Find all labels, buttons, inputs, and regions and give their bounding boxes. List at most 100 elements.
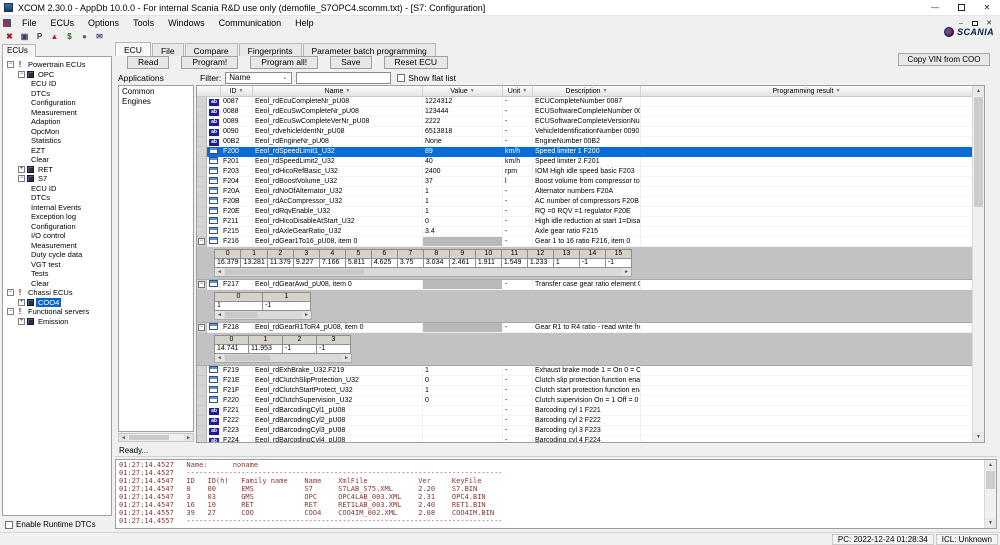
tree-item-ecu-id[interactable]: ECU ID: [3, 184, 111, 194]
tree-item-s7[interactable]: − S7: [3, 174, 111, 184]
subtable-value-cell[interactable]: 9.227: [292, 258, 320, 268]
subtable-value-cell[interactable]: 1: [552, 258, 580, 268]
app-list-item-engines[interactable]: Engines: [122, 97, 151, 106]
table-row[interactable]: F204 Eeol_rdBoostVolume_U32 37 l Boost volum…: [197, 177, 972, 187]
minimize-button[interactable]: —: [931, 3, 939, 12]
tree-item-ezt[interactable]: EZT: [3, 146, 111, 156]
mdi-close-button[interactable]: ✕: [986, 20, 992, 27]
table-row[interactable]: F20A Eeol_rdNoOfAlternator_U32 1- Alternato…: [197, 187, 972, 197]
subtable-hscrollbar[interactable]: ◄ ►: [214, 268, 632, 277]
filter-funnel-icon[interactable]: ▼: [238, 88, 244, 94]
tree-item-configuration[interactable]: Configuration: [3, 222, 111, 232]
save-icon[interactable]: ▣: [20, 32, 29, 41]
column-header-value[interactable]: Value ▼: [423, 86, 503, 96]
scroll-thumb[interactable]: [225, 269, 364, 275]
menu-tools[interactable]: Tools: [133, 18, 155, 28]
tree-item-duty-cycle-data[interactable]: Duty cycle data: [3, 250, 111, 260]
tree-item-tests[interactable]: Tests: [3, 269, 111, 279]
subtable-value-cell[interactable]: -1: [578, 258, 606, 268]
log-vscrollbar[interactable]: ▲ ▼: [984, 460, 996, 528]
tree-item-dtcs[interactable]: DTCs: [3, 89, 111, 99]
tree-item-statistics[interactable]: Statistics: [3, 136, 111, 146]
subtable-value-cell[interactable]: 3.75: [396, 258, 424, 268]
sidebar-tab-ecus[interactable]: ECUs: [2, 44, 36, 57]
scroll-up-icon[interactable]: ▲: [973, 86, 984, 96]
menu-file[interactable]: File: [22, 18, 37, 28]
table-row[interactable]: ab 0088 Eeol_rdEcuSwCompleteNr_pU08 123444-…: [197, 107, 972, 117]
table-row[interactable]: F219 Eeol_rdExhBrake_U32.F219 1- Exhaust br…: [197, 366, 972, 376]
menu-help[interactable]: Help: [295, 18, 314, 28]
tree-expander-icon[interactable]: +: [18, 298, 25, 306]
menu-windows[interactable]: Windows: [168, 18, 205, 28]
tree-expander-icon[interactable]: +: [18, 165, 25, 173]
program-icon[interactable]: P: [36, 32, 43, 41]
program-button[interactable]: Program!: [181, 56, 239, 69]
filter-funnel-icon[interactable]: ▼: [345, 88, 351, 94]
scroll-up-icon[interactable]: ▲: [985, 460, 996, 470]
mdi-minimize-button[interactable]: –: [959, 19, 963, 27]
tree-item-functional-servers[interactable]: −! Functional servers: [3, 307, 111, 317]
table-row[interactable]: ab F223 Eeol_rdBarcodingCyl3_pU08 - Barcodin…: [197, 426, 972, 436]
mdi-restore-button[interactable]: [968, 18, 982, 29]
table-row[interactable]: ab F221 Eeol_rdBarcodingCyl1_pU08 - Barcodin…: [197, 406, 972, 416]
scroll-right-icon[interactable]: ►: [184, 434, 193, 441]
tree-expander-icon[interactable]: −: [7, 308, 14, 316]
tree-item-powertrain-ecus[interactable]: −! Powertrain ECUs: [3, 60, 111, 70]
subtable-value-cell[interactable]: 5.811: [344, 258, 372, 268]
filter-column-select[interactable]: Name ⌄: [225, 71, 293, 84]
tree-item-opcmon[interactable]: OpcMon: [3, 127, 111, 137]
subtable-value-cell[interactable]: 2.461: [448, 258, 476, 268]
tree-item-chassi-ecus[interactable]: −! Chassi ECUs: [3, 288, 111, 298]
tree-expander-icon[interactable]: −: [18, 70, 25, 78]
table-row[interactable]: F203 Eeol_rdHicoRefBasic_U32 2400 rpm IOM Hi…: [197, 167, 972, 177]
table-row[interactable]: − F218 Eeol_rdGearR1ToR4_pU08, item 0 - Gear…: [197, 323, 972, 333]
tree-expander-icon[interactable]: −: [18, 175, 25, 183]
cost-icon[interactable]: $: [67, 32, 72, 41]
tree-expander-icon[interactable]: −: [7, 61, 14, 69]
column-header-description[interactable]: Description ▼: [533, 86, 641, 96]
subtable-value-cell[interactable]: 1.911: [474, 258, 502, 268]
tab-compare[interactable]: Compare: [184, 43, 238, 56]
tree-item-i-o-control[interactable]: I/O control: [3, 231, 111, 241]
table-row[interactable]: F201 Eeol_rdSpeedLimit2_U32 40 km/h Speed li…: [197, 157, 972, 167]
table-row[interactable]: F200 Eeol_rdSpeedLimit1_U32 89 km/h Speed li…: [197, 147, 972, 157]
enable-runtime-dtcs-checkbox[interactable]: [5, 520, 13, 529]
tree-item-coo4[interactable]: + COO4: [3, 297, 111, 308]
tree-item-configuration[interactable]: Configuration: [3, 98, 111, 108]
tree-item-dtcs[interactable]: DTCs: [3, 193, 111, 203]
read-button[interactable]: Read: [127, 56, 170, 69]
table-row[interactable]: ab F224 Eeol_rdBarcodingCyl4_pU08 - Barcodin…: [197, 436, 972, 442]
table-row[interactable]: F20E Eeol_rdRqvEnable_U32 1- RQ =0 RQV =1 r…: [197, 207, 972, 217]
subtable-value-cell[interactable]: 1: [214, 301, 263, 311]
subtable-hscrollbar[interactable]: ◄ ►: [214, 311, 312, 320]
table-row[interactable]: ab 0089 Eeol_rdEcuSwCompleteVerNr_pU08 2222…: [197, 117, 972, 127]
subtable-value-cell[interactable]: 3.034: [422, 258, 450, 268]
tree-item-ecu-id[interactable]: ECU ID: [3, 79, 111, 89]
table-row[interactable]: ab 00B2 Eeol_rdEngineNr_pU08 None - EngineNum…: [197, 137, 972, 147]
scroll-thumb[interactable]: [225, 355, 271, 361]
tree-item-measurement[interactable]: Measurement: [3, 241, 111, 251]
table-row[interactable]: F215 Eeol_rdAxleGearRatio_U32 3.4- Axle gea…: [197, 227, 972, 237]
column-header-programming-result[interactable]: Programming result ▼: [641, 86, 972, 96]
scroll-down-icon[interactable]: ▼: [973, 432, 984, 442]
table-row[interactable]: F21E Eeol_rdClutchSlipProtection_U32 0- Clu…: [197, 376, 972, 386]
applications-hscrollbar[interactable]: ◄ ►: [118, 433, 194, 442]
subtable-value-cell[interactable]: 11.379: [266, 258, 294, 268]
subtable-hscrollbar[interactable]: ◄ ►: [214, 354, 352, 363]
menu-ecus[interactable]: ECUs: [50, 18, 75, 28]
tree-item-vgt-test[interactable]: VGT test: [3, 260, 111, 270]
tree-expander-icon[interactable]: −: [7, 289, 14, 297]
tree-item-exception-log[interactable]: Exception log: [3, 212, 111, 222]
subtable-value-cell[interactable]: -1: [262, 301, 311, 311]
scroll-thumb[interactable]: [986, 471, 995, 489]
subtable-value-cell[interactable]: 1.549: [500, 258, 528, 268]
app-list-item-common[interactable]: Common: [122, 87, 155, 96]
dtc-warning-icon[interactable]: ▲: [50, 32, 59, 41]
subtable-value-cell[interactable]: 1.233: [526, 258, 554, 268]
scroll-down-icon[interactable]: ▼: [985, 518, 996, 528]
table-row[interactable]: ab 0087 Eeol_rdEcuCompleteNr_pU08 1224312- E…: [197, 97, 972, 107]
scroll-thumb[interactable]: [225, 312, 257, 318]
filter-funnel-icon[interactable]: ▼: [469, 88, 475, 94]
show-flat-list-checkbox[interactable]: [397, 73, 406, 82]
filter-text-input[interactable]: [296, 71, 392, 84]
